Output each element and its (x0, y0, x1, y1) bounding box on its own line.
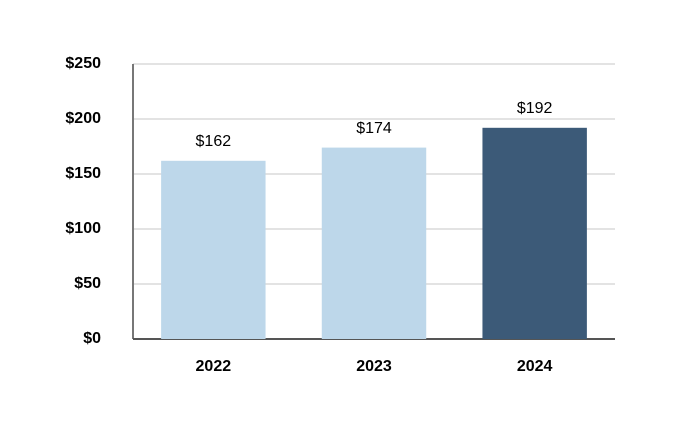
bar (161, 160, 266, 339)
x-tick-label: 2022 (196, 358, 232, 375)
y-tick-label: $200 (65, 110, 101, 127)
value-label: $192 (517, 100, 553, 117)
value-label: $162 (196, 133, 232, 150)
x-tick-label: 2023 (356, 358, 392, 375)
y-tick-label: $100 (65, 220, 101, 237)
value-label: $174 (356, 120, 392, 137)
y-tick-label: $50 (74, 275, 101, 292)
y-tick-label: $250 (65, 55, 101, 72)
bar (321, 147, 427, 339)
x-tick-label: 2024 (517, 358, 553, 375)
bar (482, 127, 587, 339)
y-tick-label: $0 (83, 330, 101, 347)
y-tick-label: $150 (65, 165, 101, 182)
